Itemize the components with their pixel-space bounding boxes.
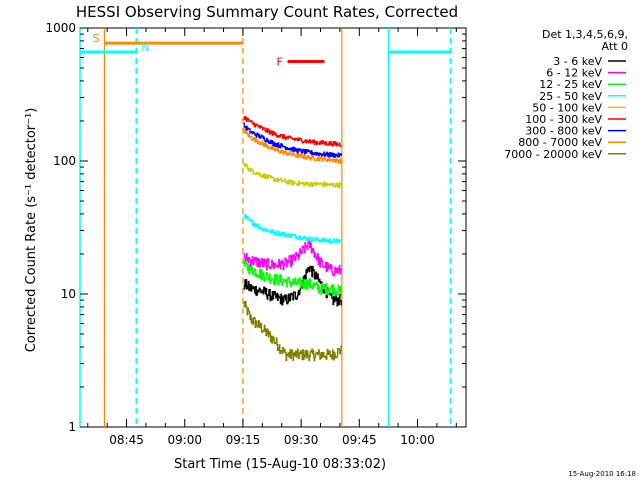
x-tick-label: 10:00 [400,433,435,447]
legend-entry-label: 100 - 300 keV [525,113,602,126]
x-axis-label: Start Time (15-Aug-10 08:33:02) [174,457,386,472]
x-tick-label: 09:30 [284,433,319,447]
legend-entry-label: 12 - 25 keV [539,78,602,91]
flag-label: F [277,55,283,68]
series-line-3 [243,213,342,244]
series-line-2 [243,259,342,297]
x-tick-label: 09:00 [167,433,202,447]
y-axis-label-group: Corrected Count Rate (s⁻¹ detector⁻¹) [24,108,39,353]
legend-header-line: Det 1,3,4,5,6,9, [542,28,628,41]
flag-bars: S N F [80,32,451,68]
legend-entry-label: 300 - 800 keV [525,125,602,138]
y-axis-label: Corrected Count Rate (s⁻¹ detector⁻¹) [24,108,39,353]
axes: 1 10 100 1000 08:45 09:00 09:15 09:30 09:45 10:00 [45,21,466,447]
y-tick-label: 1000 [45,21,76,35]
legend-entry-label: 25 - 50 keV [539,90,602,103]
series-line-6 [243,122,342,158]
series-line-7 [243,127,342,164]
series-line-5 [243,116,342,147]
series-line-1 [243,238,342,277]
y-tick-label: 100 [53,154,76,168]
legend-entry-label: 50 - 100 keV [532,101,602,114]
x-tick-label: 08:45 [109,433,144,447]
plot-frame [79,27,467,428]
flag-label: S [92,32,99,45]
vertical-event-lines [79,28,452,427]
legend-entry-label: 7000 - 20000 keV [504,148,602,161]
series-line-8 [243,300,342,362]
y-tick-label: 1 [68,420,76,434]
x-tick-label: 09:15 [226,433,261,447]
series-layer [243,116,342,362]
legend-header-line: Att 0 [602,40,628,53]
legend-entry-label: 800 - 7000 keV [518,136,602,149]
series-line-4 [243,162,342,188]
legend-entry-label: 3 - 6 keV [553,55,602,68]
chart-title: HESSI Observing Summary Count Rates, Cor… [76,3,458,21]
x-tick-label: 09:45 [342,433,377,447]
footer-timestamp: 15-Aug-2010 16:18 [568,470,636,478]
y-tick-label: 10 [61,287,76,301]
legend-entry-label: 6 - 12 keV [546,67,602,80]
flag-label: N [141,41,149,54]
